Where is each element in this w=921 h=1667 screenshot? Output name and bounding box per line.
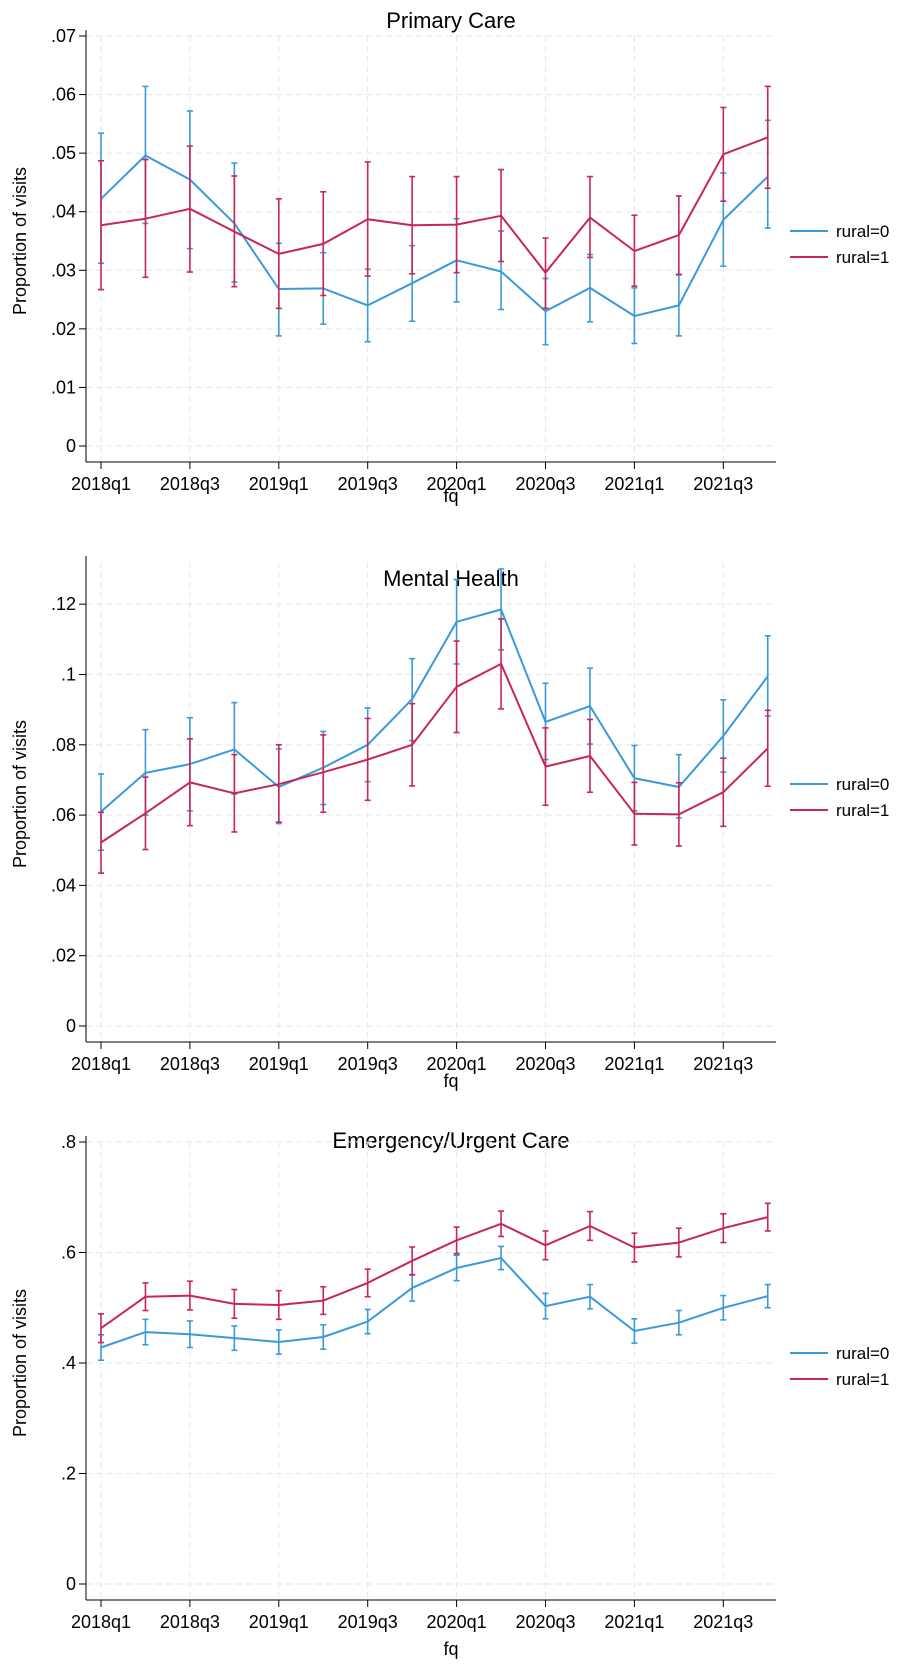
legend-label: rural=1 xyxy=(836,801,889,820)
x-tick-label: 2021q3 xyxy=(693,474,753,494)
y-tick-label: 0 xyxy=(66,1574,76,1594)
x-tick-label: 2020q3 xyxy=(515,1054,575,1074)
legend-label: rural=1 xyxy=(836,1370,889,1389)
x-tick-label: 2018q1 xyxy=(71,1612,131,1632)
y-tick-label: .06 xyxy=(51,85,76,105)
legend-label: rural=0 xyxy=(836,222,889,241)
y-tick-label: .4 xyxy=(61,1353,76,1373)
chart-title: Mental Health xyxy=(383,566,519,591)
y-tick-label: .1 xyxy=(61,664,76,684)
y-tick-label: .2 xyxy=(61,1464,76,1484)
x-tick-label: 2018q1 xyxy=(71,1054,131,1074)
y-tick-label: .02 xyxy=(51,946,76,966)
legend-label: rural=1 xyxy=(836,248,889,267)
x-tick-label: 2019q3 xyxy=(338,1612,398,1632)
x-tick-label: 2019q3 xyxy=(338,474,398,494)
y-tick-label: .12 xyxy=(51,594,76,614)
x-tick-label: 2019q1 xyxy=(249,1054,309,1074)
chart-title: Emergency/Urgent Care xyxy=(332,1128,569,1153)
x-tick-label: 2018q3 xyxy=(160,1612,220,1632)
series-line xyxy=(100,1216,769,1330)
series-rural-0 xyxy=(98,85,771,346)
y-tick-label: .05 xyxy=(51,143,76,163)
y-tick-label: .04 xyxy=(51,875,76,895)
y-tick-label: .01 xyxy=(51,377,76,397)
series-rural-1 xyxy=(98,618,771,874)
x-tick-label: 2020q1 xyxy=(427,1612,487,1632)
y-axis-label: Proportion of visits xyxy=(10,1289,30,1437)
x-tick-label: 2020q3 xyxy=(515,1612,575,1632)
series-line xyxy=(100,136,769,274)
series-rural-0 xyxy=(98,568,771,852)
y-tick-label: .03 xyxy=(51,260,76,280)
y-tick-label: .06 xyxy=(51,805,76,825)
x-axis-label: fq xyxy=(443,1071,458,1091)
x-tick-label: 2020q3 xyxy=(515,474,575,494)
y-axis-label: Proportion of visits xyxy=(10,167,30,315)
x-tick-label: 2021q1 xyxy=(604,1612,664,1632)
chart-title: Primary Care xyxy=(386,8,516,33)
x-tick-label: 2021q1 xyxy=(604,1054,664,1074)
chart-panel-3: Emergency/Urgent Care 0 .2 .4 .6 .8 2018q1 2018… xyxy=(10,1128,889,1659)
y-axis-label: Proportion of visits xyxy=(10,720,30,868)
legend-label: rural=0 xyxy=(836,775,889,794)
x-tick-label: 2018q1 xyxy=(71,474,131,494)
x-tick-label: 2019q3 xyxy=(338,1054,398,1074)
x-tick-label: 2018q3 xyxy=(160,1054,220,1074)
series-line xyxy=(100,1257,769,1349)
x-tick-label: 2020q1 xyxy=(427,474,487,494)
series-rural-1 xyxy=(98,1202,771,1344)
x-tick-label: 2021q1 xyxy=(604,474,664,494)
chart-panel-2: Mental Health 0 .02 .04 .06 .08 .1 .12 2018q1 201… xyxy=(10,556,889,1091)
x-tick-label: 2021q3 xyxy=(693,1054,753,1074)
legend-label: rural=0 xyxy=(836,1344,889,1363)
x-tick-label: 2021q3 xyxy=(693,1612,753,1632)
y-tick-label: .04 xyxy=(51,202,76,222)
y-tick-label: 0 xyxy=(66,436,76,456)
y-tick-label: .8 xyxy=(61,1132,76,1152)
series-line xyxy=(100,662,769,844)
x-tick-label: 2019q1 xyxy=(249,474,309,494)
x-tick-label: 2020q1 xyxy=(427,1054,487,1074)
series-rural-0 xyxy=(98,1245,771,1362)
series-line xyxy=(100,608,769,813)
x-tick-label: 2018q3 xyxy=(160,474,220,494)
x-tick-label: 2019q1 xyxy=(249,1612,309,1632)
y-tick-label: 0 xyxy=(66,1016,76,1036)
chart-panel-1: Primary Care 0 .01 .02 .03 .04 .05 .06 .07 2018q1… xyxy=(10,8,889,506)
y-tick-label: .07 xyxy=(51,26,76,46)
x-axis-label: fq xyxy=(443,1639,458,1659)
series-rural-1 xyxy=(98,85,771,310)
series-line xyxy=(100,154,769,317)
y-tick-label: .08 xyxy=(51,735,76,755)
y-tick-label: .02 xyxy=(51,319,76,339)
y-tick-label: .6 xyxy=(61,1243,76,1263)
x-axis-label: fq xyxy=(443,486,458,506)
